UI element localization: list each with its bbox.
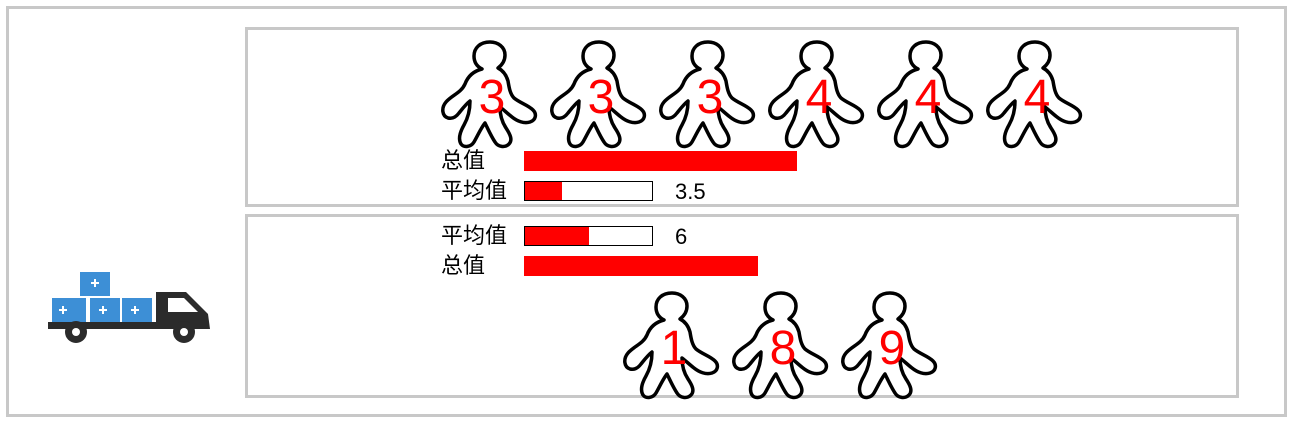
person-value: 9: [878, 322, 906, 375]
total-bar: [524, 151, 797, 171]
walking-person-icon: 3: [438, 38, 546, 150]
total-bar: [524, 256, 758, 276]
average-label: 平均值: [441, 179, 508, 204]
average-label: 平均值: [441, 224, 508, 249]
person-value: 4: [1023, 71, 1051, 124]
person-value: 3: [696, 71, 724, 124]
average-bar: [524, 226, 653, 246]
delivery-truck-icon: [48, 272, 210, 343]
total-label: 总值: [441, 254, 486, 279]
walking-person-icon: 4: [765, 38, 873, 150]
person-value: 1: [660, 322, 688, 375]
total-label: 总值: [441, 149, 486, 174]
group-panel-bottom: 平均值 6 总值 1 8 9: [245, 214, 1239, 401]
walking-person-icon: 9: [838, 289, 946, 401]
average-bar-fill: [525, 227, 589, 245]
walking-person-icon: 3: [547, 38, 655, 150]
person-value: 4: [805, 71, 833, 124]
person-value: 3: [478, 71, 506, 124]
person-value: 3: [587, 71, 615, 124]
person-value: 8: [769, 322, 797, 375]
average-bar: [524, 181, 653, 201]
walking-person-icon: 1: [620, 289, 728, 401]
average-bar-fill: [525, 182, 563, 200]
average-value: 6: [675, 224, 688, 249]
walking-person-icon: 4: [874, 38, 982, 150]
walking-person-icon: 8: [729, 289, 837, 401]
walking-person-icon: 4: [983, 38, 1091, 150]
average-value: 3.5: [675, 179, 706, 204]
group-panel-top: 3 3 3 4 4 4 总值 平均值 3.5: [245, 27, 1239, 207]
walking-person-icon: 3: [656, 38, 764, 150]
person-value: 4: [914, 71, 942, 124]
outer-frame: [6, 6, 1287, 417]
